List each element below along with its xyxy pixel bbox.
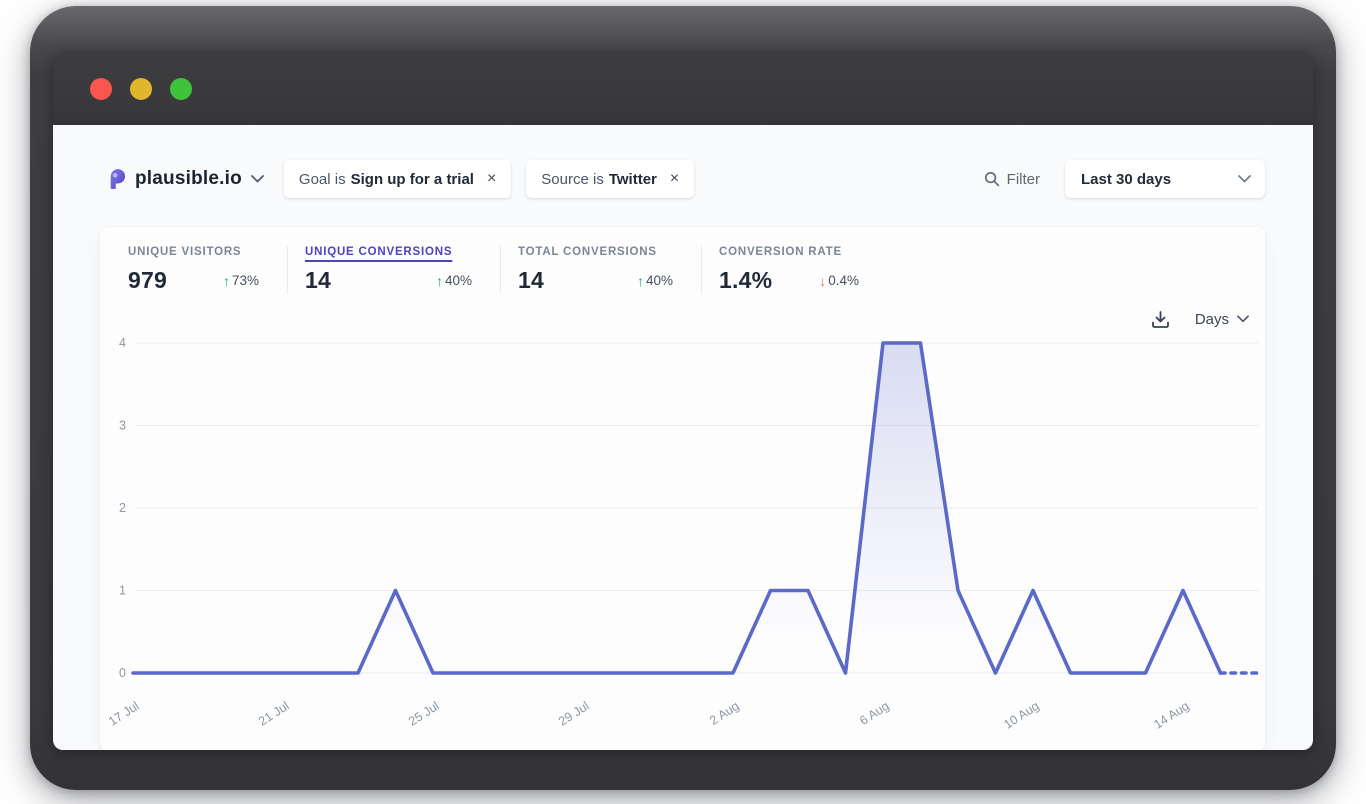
stat-change-value: 73% — [231, 273, 259, 288]
stat-value: 979 — [128, 267, 167, 293]
trend-up-icon: ↑ — [222, 272, 230, 289]
filter-button-label: Filter — [1006, 170, 1040, 188]
stat-value-row: 979 ↑ 73% — [128, 267, 267, 294]
stat-label: UNIQUE VISITORS — [128, 246, 242, 258]
chevron-down-icon — [1237, 315, 1249, 323]
window-minimize-button[interactable] — [130, 77, 152, 100]
chevron-down-icon — [251, 175, 264, 183]
x-axis-tick-label: 17 Jul — [106, 699, 142, 729]
stat-change-value: 40% — [444, 273, 472, 288]
filter-remove-icon[interactable]: × — [669, 170, 680, 187]
stat-change: ↑ 40% — [637, 273, 673, 289]
search-icon — [984, 171, 999, 187]
browser-window: plausible.io Goal is Sign up for a trial ×… — [53, 52, 1313, 750]
x-axis-tick-label: 21 Jul — [256, 699, 292, 729]
x-axis-tick-label: 25 Jul — [406, 699, 442, 729]
date-range-dropdown[interactable]: Last 30 days — [1065, 160, 1265, 198]
stat-value-row: 14 ↑ 40% — [305, 267, 480, 294]
active-filters: Goal is Sign up for a trial × Source is Twit… — [283, 160, 695, 198]
stat-label: UNIQUE CONVERSIONS — [305, 246, 453, 258]
filter-pill[interactable]: Source is Twitter × — [526, 160, 695, 198]
interval-label: Days — [1194, 310, 1229, 328]
dashboard-topbar: plausible.io Goal is Sign up for a trial ×… — [108, 160, 1265, 198]
filter-button[interactable]: Filter — [984, 171, 1040, 188]
stat-value-row: 1.4% ↓ 0.4% — [719, 267, 867, 294]
plausible-logo-icon — [110, 169, 126, 189]
stat-label: CONVERSION RATE — [719, 246, 842, 258]
stats-row: UNIQUE VISITORS 979 ↑ 73% UNIQUE CONVERSION… — [100, 246, 1265, 294]
stat-metric-conversion-rate[interactable]: CONVERSION RATE 1.4% ↓ 0.4% — [719, 246, 887, 294]
y-axis-tick-label: 0 — [119, 666, 126, 680]
stat-change: ↑ 73% — [223, 273, 259, 289]
x-axis-tick-label: 10 Aug — [1001, 699, 1041, 732]
stat-change-value: 0.4% — [828, 273, 859, 288]
stat-value: 14 — [305, 267, 331, 293]
filter-remove-icon[interactable]: × — [486, 170, 497, 187]
chart-area-fill — [133, 343, 1221, 673]
stat-metric-total-conversions[interactable]: TOTAL CONVERSIONS 14 ↑ 40% — [518, 246, 702, 294]
interval-picker[interactable]: Days — [1170, 311, 1249, 328]
trend-up-icon: ↑ — [435, 272, 443, 289]
dashboard-content: plausible.io Goal is Sign up for a trial ×… — [53, 125, 1313, 750]
x-axis-tick-label: 14 Aug — [1151, 699, 1191, 732]
stat-metric-unique-conversions[interactable]: UNIQUE CONVERSIONS 14 ↑ 40% — [305, 246, 501, 294]
stat-metric-unique-visitors[interactable]: UNIQUE VISITORS 979 ↑ 73% — [128, 246, 288, 294]
filter-pill-prefix: Source is — [541, 170, 604, 188]
y-axis-tick-label: 3 — [119, 419, 126, 433]
download-icon[interactable] — [1151, 310, 1170, 329]
topbar-right: Filter Last 30 days — [984, 160, 1265, 198]
filter-pill[interactable]: Goal is Sign up for a trial × — [283, 160, 512, 198]
chart-area: 0 1 2 3 4 17 Jul 21 Jul 25 Jul 29 Jul 2 Aug 6 Aug 1… — [100, 328, 1265, 745]
browser-window-frame: plausible.io Goal is Sign up for a trial ×… — [30, 6, 1336, 790]
stat-change: ↑ 40% — [436, 273, 472, 289]
analytics-card: UNIQUE VISITORS 979 ↑ 73% UNIQUE CONVERSION… — [100, 227, 1265, 750]
trend-up-icon: ↑ — [636, 272, 644, 289]
y-axis-tick-label: 4 — [119, 336, 126, 350]
stat-value: 14 — [518, 267, 544, 293]
chart-line — [131, 341, 1223, 675]
date-range-value: Last 30 days — [1081, 170, 1172, 188]
x-axis-tick-label: 29 Jul — [556, 699, 592, 729]
y-axis-tick-label: 2 — [119, 501, 126, 515]
chart-toolbar: Days — [100, 294, 1265, 328]
site-name: plausible.io — [135, 168, 242, 189]
site-picker[interactable]: plausible.io — [108, 168, 264, 190]
window-zoom-button[interactable] — [170, 77, 192, 100]
chevron-down-icon — [1238, 175, 1251, 183]
filter-pill-prefix: Goal is — [298, 170, 346, 188]
filter-pill-value: Twitter — [608, 170, 657, 188]
window-titlebar — [53, 52, 1313, 125]
window-close-button[interactable] — [90, 77, 112, 100]
x-axis-tick-label: 2 Aug — [707, 699, 741, 728]
stat-change-value: 40% — [645, 273, 673, 288]
stat-value-row: 14 ↑ 40% — [518, 267, 681, 294]
stat-value: 1.4% — [719, 267, 773, 293]
x-axis-tick-label: 6 Aug — [857, 699, 891, 728]
y-axis-tick-label: 1 — [119, 584, 126, 598]
filter-pill-value: Sign up for a trial — [350, 170, 474, 188]
conversions-line-chart: 0 1 2 3 4 17 Jul 21 Jul 25 Jul 29 Jul 2 Aug 6 Aug 1… — [106, 336, 1260, 732]
trend-down-icon: ↓ — [819, 272, 827, 289]
stat-change: ↓ 0.4% — [819, 273, 859, 289]
stat-label: TOTAL CONVERSIONS — [518, 246, 657, 258]
